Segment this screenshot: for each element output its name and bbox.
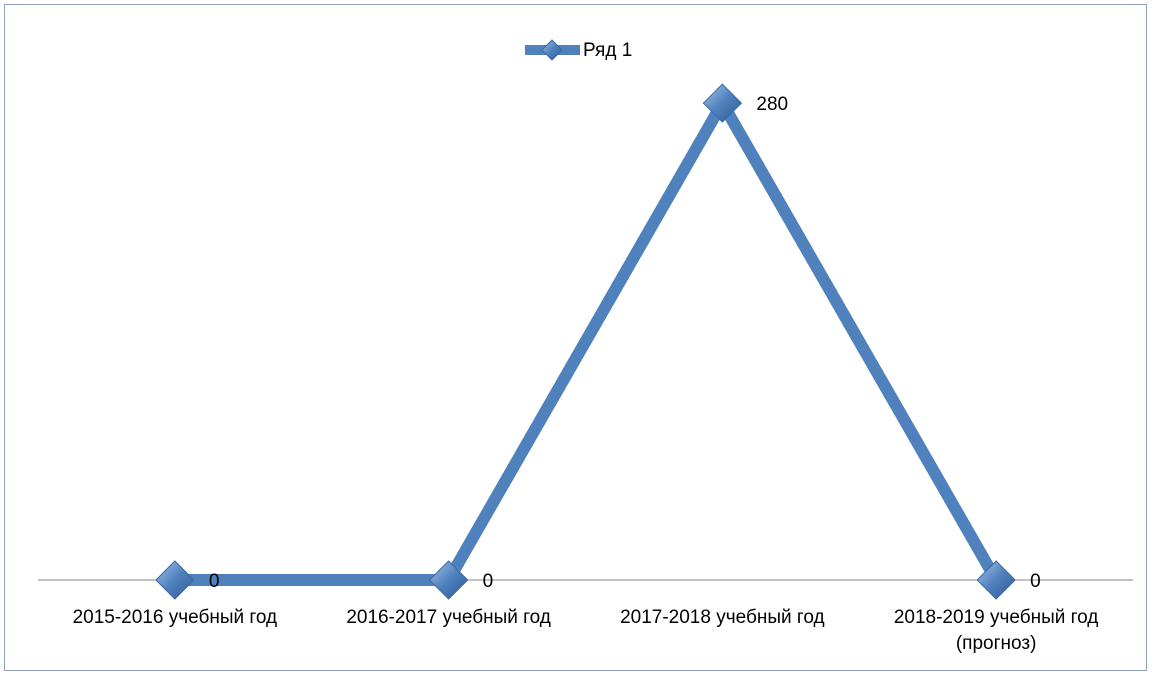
- data-label: 0: [1030, 571, 1041, 592]
- x-tick-label: 2018-2019 учебный год (прогноз): [893, 607, 1099, 654]
- chart-frame: [4, 4, 1147, 671]
- marker: [428, 560, 469, 600]
- x-tick-label: 2017-2018 учебный год: [620, 607, 825, 628]
- data-label: 0: [209, 571, 220, 592]
- marker: [155, 560, 195, 600]
- marker: [976, 560, 1016, 600]
- line: [174, 91, 1002, 586]
- x-tick-label: 2015-2016 учебный год: [72, 607, 278, 628]
- legend-label: Ряд 1: [583, 40, 632, 61]
- marker: [702, 83, 743, 123]
- legend-marker: [541, 39, 563, 61]
- data-label: 280: [756, 94, 788, 115]
- data-label: 0: [483, 571, 494, 592]
- x-tick-label: 2016-2017 учебный год: [346, 607, 551, 628]
